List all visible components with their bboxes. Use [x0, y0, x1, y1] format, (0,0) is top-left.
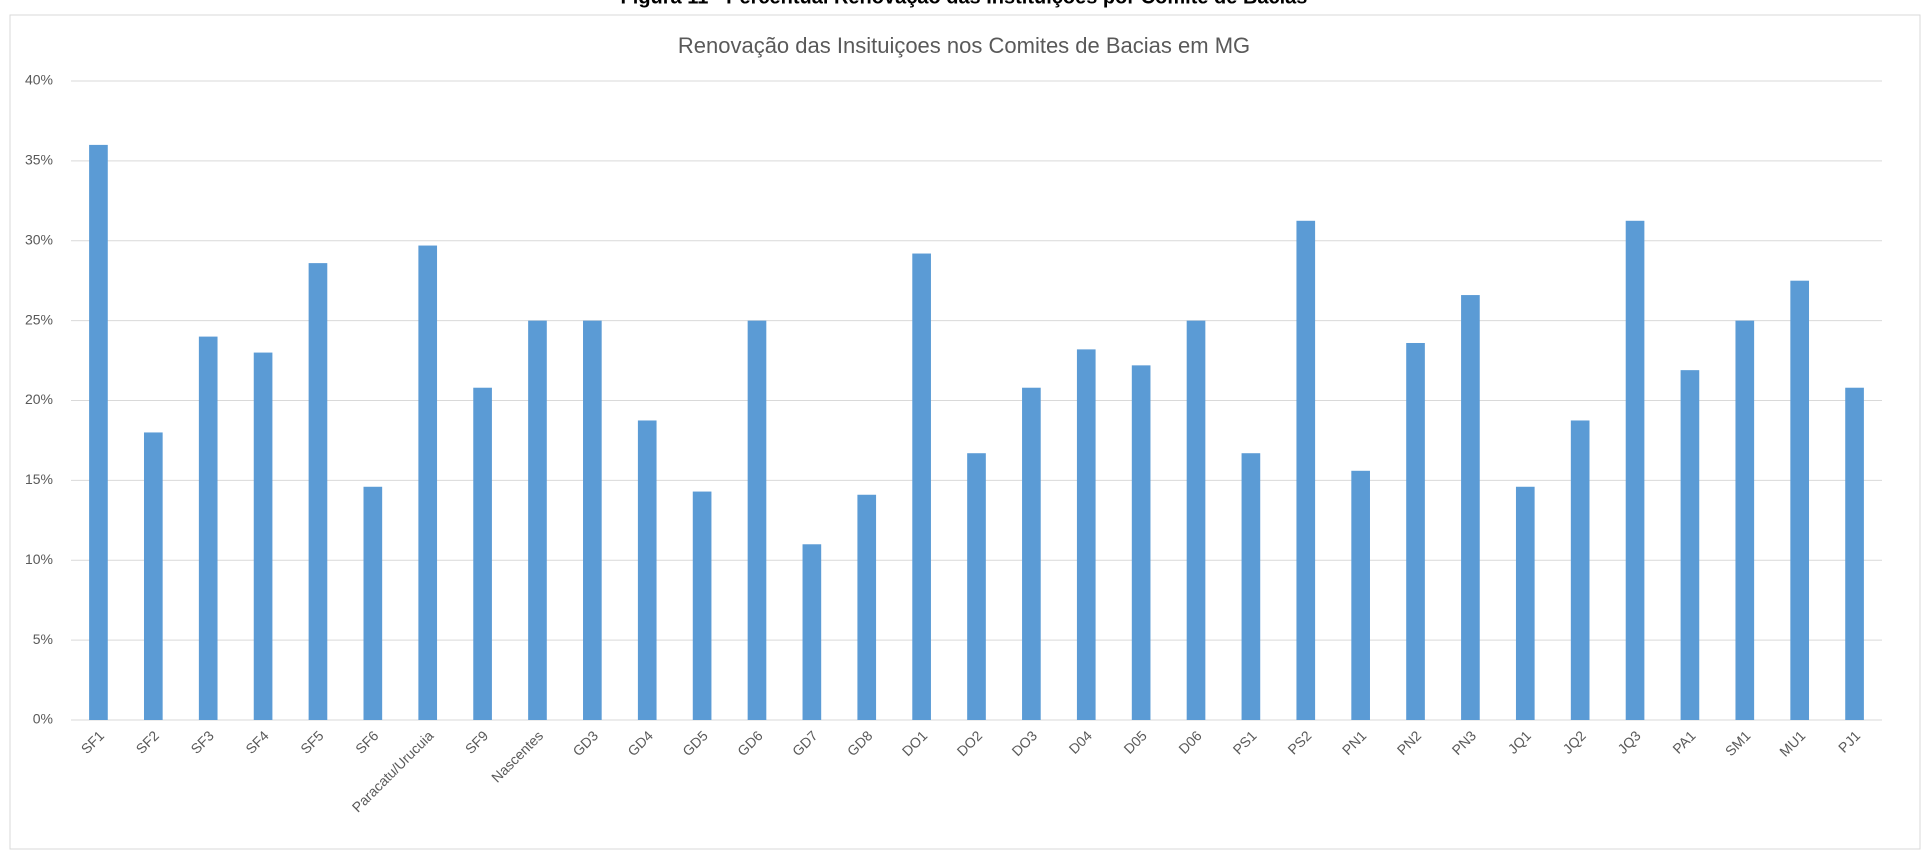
bar [1461, 295, 1480, 720]
x-tick-label: SM1 [1722, 727, 1754, 759]
x-tick-label: GD8 [844, 727, 876, 759]
x-tick-label: D06 [1175, 727, 1205, 757]
x-tick-label: D05 [1120, 727, 1150, 757]
bar [198, 336, 218, 720]
x-tick-label: GD3 [569, 727, 601, 759]
bar [583, 320, 602, 720]
y-tick-label: 10% [25, 551, 53, 567]
chart-frame [9, 14, 1921, 850]
bar [1515, 486, 1535, 720]
bar [1406, 342, 1425, 720]
x-tick-label: JQ2 [1559, 727, 1589, 757]
bar [1625, 220, 1645, 720]
bar [1680, 370, 1700, 720]
bar [253, 352, 273, 720]
x-tick-label: SF6 [352, 727, 382, 757]
x-tick-label: PS1 [1230, 727, 1260, 757]
x-tick-label: DO2 [954, 727, 986, 759]
x-tick-label: SF5 [297, 727, 327, 757]
chart-title: Renovação das Insituiçoes nos Comites de… [678, 33, 1250, 58]
bar [1241, 453, 1261, 720]
bar [967, 453, 986, 720]
x-tick-label: JQ1 [1505, 727, 1535, 757]
bar [1351, 470, 1370, 720]
bar [143, 432, 163, 720]
bar [857, 494, 877, 720]
bar [418, 245, 438, 721]
bar [802, 544, 822, 720]
x-tick-label: PS2 [1284, 727, 1314, 757]
x-tick-label: GD5 [679, 727, 711, 759]
x-tick-label: PN1 [1339, 727, 1370, 758]
x-tick-label: Nascentes [488, 727, 546, 785]
x-tick-label: SF4 [242, 727, 272, 757]
y-tick-label: 0% [33, 711, 53, 727]
y-tick-label: 25% [25, 311, 53, 327]
bar [1570, 420, 1590, 720]
bar [1131, 365, 1151, 720]
x-tick-label: DO1 [899, 727, 931, 759]
x-tick-label: MU1 [1776, 727, 1808, 759]
x-tick-label: DO3 [1008, 727, 1040, 759]
x-tick-label: D04 [1066, 727, 1096, 757]
x-tick-label: GD6 [734, 727, 766, 759]
bar [692, 491, 712, 720]
bar [912, 253, 931, 720]
x-tick-label: PA1 [1669, 727, 1698, 756]
bar [1845, 387, 1864, 720]
x-tick-label: SF9 [462, 727, 492, 757]
x-tick-label: PN3 [1449, 727, 1480, 758]
y-tick-label: 15% [25, 471, 53, 487]
y-tick-label: 35% [25, 152, 53, 168]
bar [363, 486, 383, 720]
y-tick-label: 5% [33, 631, 53, 647]
figure-caption: Figura 11 - Percentual Renovação das Ins… [621, 0, 1308, 8]
bar [89, 144, 108, 720]
x-tick-label: JQ3 [1614, 727, 1644, 757]
x-tick-label: PN2 [1394, 727, 1425, 758]
bar [1076, 349, 1096, 720]
y-tick-label: 40% [25, 72, 53, 88]
bar [1296, 220, 1316, 720]
bar [1735, 320, 1755, 720]
y-tick-label: 30% [25, 231, 53, 247]
bar [637, 420, 657, 720]
bar [308, 263, 328, 720]
x-tick-label: SF3 [187, 727, 217, 757]
x-tick-label: SF1 [78, 727, 108, 757]
x-tick-label: GD4 [624, 727, 656, 759]
y-tick-label: 20% [25, 391, 53, 407]
bar [1022, 387, 1041, 720]
x-tick-label: SF2 [133, 727, 163, 757]
bar [528, 320, 547, 720]
bar [1790, 280, 1810, 720]
bar [747, 320, 767, 720]
bar [1186, 320, 1206, 720]
x-tick-label: GD7 [789, 727, 821, 759]
bar [473, 387, 492, 720]
x-tick-label: PJ1 [1835, 727, 1864, 756]
